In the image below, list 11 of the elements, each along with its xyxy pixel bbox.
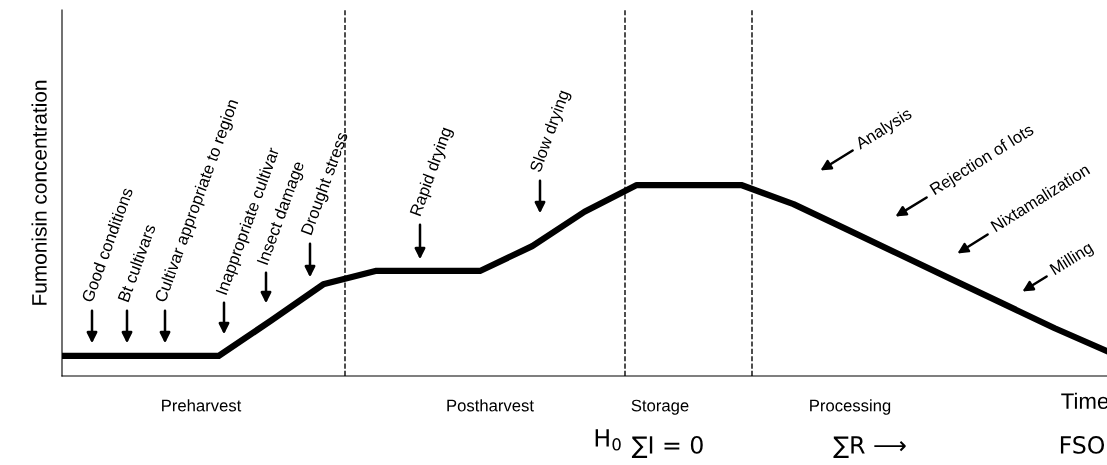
text: ∑I = 0 — [631, 435, 703, 459]
text: Postharvest — [447, 399, 534, 412]
y-axis-title: Fumonisin concentration — [31, 80, 47, 305]
text: H$_{0}$ — [595, 429, 621, 451]
annotation: Rapid drying — [409, 126, 455, 218]
text: FSO — [1060, 435, 1105, 454]
text: Processing — [810, 399, 891, 415]
text: Storage — [631, 399, 689, 415]
text: ∑R ⟶ — [833, 436, 906, 459]
text: Preharvest — [162, 399, 242, 412]
text: Slow drying — [528, 89, 573, 174]
